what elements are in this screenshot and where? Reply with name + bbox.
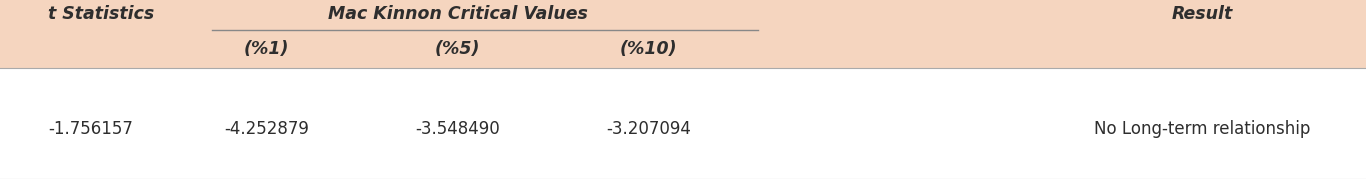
FancyBboxPatch shape — [0, 0, 1366, 68]
Text: -1.756157: -1.756157 — [48, 120, 133, 138]
Text: Result: Result — [1172, 5, 1232, 23]
Text: -3.548490: -3.548490 — [415, 120, 500, 138]
Text: -3.207094: -3.207094 — [607, 120, 691, 138]
Text: (%1): (%1) — [243, 40, 290, 58]
Text: Mac Kinnon Critical Values: Mac Kinnon Critical Values — [328, 5, 587, 23]
Text: (%5): (%5) — [434, 40, 481, 58]
Text: -4.252879: -4.252879 — [224, 120, 309, 138]
Text: No Long-term relationship: No Long-term relationship — [1094, 120, 1310, 138]
FancyBboxPatch shape — [0, 68, 1366, 179]
Text: (%10): (%10) — [620, 40, 678, 58]
Text: t Statistics: t Statistics — [48, 5, 154, 23]
